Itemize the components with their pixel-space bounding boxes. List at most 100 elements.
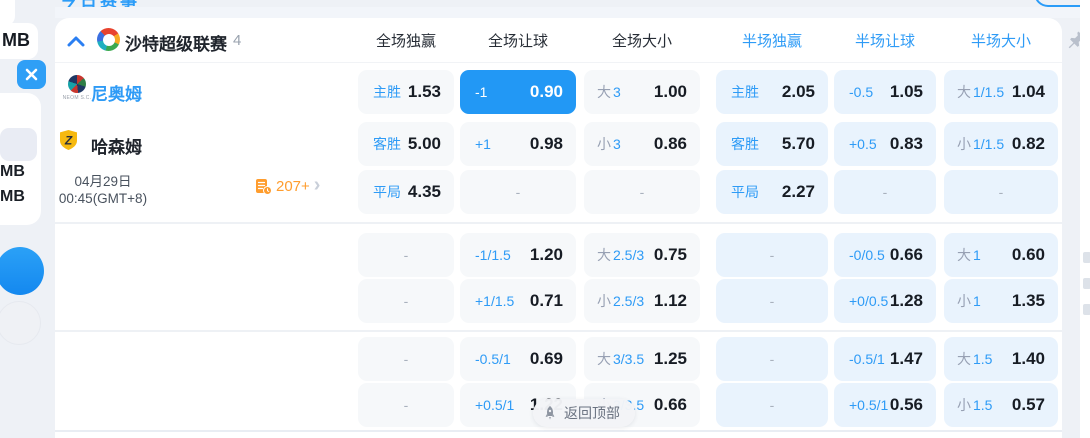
odds-value: 0.60 [1011, 245, 1045, 264]
odds-label-gray: 小 [957, 136, 971, 152]
odds-cell-r5-c1[interactable]: -0.5/1 0.69 [460, 337, 576, 381]
odds-cell-r0-c2[interactable]: 大 3 1.00 [584, 70, 700, 114]
odds-value: 1.47 [889, 349, 923, 368]
clipped-edge-icon [1083, 252, 1090, 263]
clipped-side-tab [0, 0, 15, 26]
odds-cell-r0-c5[interactable]: 大 1/1.5 1.04 [944, 70, 1058, 114]
odds-cell-r1-c1[interactable]: +1 0.98 [460, 122, 576, 166]
collapse-league-button[interactable] [63, 28, 89, 54]
header-divider [55, 62, 1062, 63]
column-header-fulltime-overunder: 全场大小 [611, 33, 672, 50]
bet-slip-icon [256, 179, 272, 195]
scrollbar-track[interactable] [1080, 0, 1090, 438]
odds-label: -1 [475, 84, 488, 100]
odds-label: -0.5 [849, 84, 874, 100]
close-button[interactable] [17, 60, 46, 89]
odds-cell-r1-c0[interactable]: 客胜 5.00 [358, 122, 454, 166]
odds-empty-dash: - [882, 184, 888, 200]
odds-label: +0.5/1 [475, 397, 515, 413]
odds-value: 1.28 [889, 291, 923, 310]
odds-empty-dash: - [403, 397, 409, 413]
odds-label: -0.5/1 [849, 351, 885, 367]
odds-cell-r3-c1[interactable]: -1/1.5 1.20 [460, 233, 576, 277]
odds-cell-r6-c5[interactable]: 小 1.5 0.57 [944, 383, 1058, 427]
floating-action-button[interactable] [0, 247, 44, 295]
odds-empty-dash: - [403, 247, 409, 263]
home-team-name[interactable]: 尼奥姆 [91, 85, 142, 104]
odds-cell-r0-c1-selected[interactable]: -1 0.90 [460, 70, 576, 114]
odds-label: 1.5 [973, 397, 993, 413]
odds-cell-r2-c0[interactable]: 平局 4.35 [358, 170, 454, 214]
odds-cell-r5-c2[interactable]: 大 3/3.5 1.25 [584, 337, 700, 381]
column-header-halftime-overunder: 半场大小 [970, 33, 1031, 50]
league-title: 沙特超级联赛 [125, 35, 227, 54]
odds-empty-dash: - [403, 293, 409, 309]
away-team-crest-icon: Z [60, 130, 77, 150]
odds-label: 3 [613, 136, 621, 152]
odds-cell-r3-c5[interactable]: 大 1 0.60 [944, 233, 1058, 277]
group-divider [55, 222, 1062, 224]
clipped-edge-icon [1083, 304, 1090, 315]
odds-label-gray: 大 [597, 84, 611, 100]
odds-value: 0.86 [653, 134, 687, 153]
league-match-count: 4 [233, 32, 242, 49]
odds-label-gray: 大 [597, 351, 611, 367]
more-markets-link[interactable]: 207+ › [255, 174, 321, 196]
clipped-thumbnail [0, 128, 37, 161]
league-logo-icon [97, 28, 120, 51]
odds-cell-r0-c0[interactable]: 主胜 1.53 [358, 70, 454, 114]
league-odds-card: 沙特超级联赛 4 全场独赢 全场让球 全场大小 半场独赢 半场让球 半场大小 N… [55, 18, 1086, 438]
odds-cell-r6-c4[interactable]: +0.5/1 0.56 [834, 383, 936, 427]
odds-label: 主胜 [373, 84, 401, 100]
odds-label: 2.5/3 [613, 247, 645, 263]
odds-label-gray: 小 [957, 397, 971, 413]
odds-value: 0.66 [889, 245, 923, 264]
odds-label: 3 [613, 84, 621, 100]
mb-row-label: MB [0, 188, 25, 205]
odds-cell-r2-c3[interactable]: 平局 2.27 [716, 170, 828, 214]
odds-cell-r5-c4[interactable]: -0.5/1 1.47 [834, 337, 936, 381]
odds-cell-r4-c5[interactable]: 小 1 1.35 [944, 279, 1058, 323]
odds-cell-r3-c3-empty: - [716, 233, 828, 277]
odds-cell-r3-c2[interactable]: 大 2.5/3 0.75 [584, 233, 700, 277]
odds-value: 0.57 [1011, 395, 1045, 414]
away-team-name[interactable]: 哈森姆 [91, 138, 142, 157]
chevron-up-icon [67, 36, 85, 47]
odds-label-gray: 小 [597, 293, 611, 309]
odds-label: 1/1.5 [973, 136, 1005, 152]
floating-secondary-button[interactable] [0, 301, 41, 345]
odds-cell-r1-c2[interactable]: 小 3 0.86 [584, 122, 700, 166]
column-header-fulltime-handicap: 全场让球 [487, 33, 548, 50]
odds-cell-r0-c3[interactable]: 主胜 2.05 [716, 70, 828, 114]
close-icon [25, 68, 38, 81]
chevron-right-icon: › [313, 174, 321, 196]
odds-cell-r4-c2[interactable]: 小 2.5/3 1.12 [584, 279, 700, 323]
odds-cell-r0-c4[interactable]: -0.5 1.05 [834, 70, 936, 114]
odds-label-gray: 小 [597, 136, 611, 152]
home-team-logo: NEOM S.C. [58, 75, 96, 101]
odds-empty-dash: - [998, 184, 1004, 200]
home-team-crest-caption: NEOM S.C. [62, 95, 92, 101]
away-team-logo: Z [60, 130, 77, 156]
odds-value: 5.70 [781, 134, 815, 153]
odds-label: +0/0.5 [849, 293, 889, 309]
odds-empty-dash: - [403, 351, 409, 367]
rocket-icon [545, 406, 555, 420]
odds-cell-r4-c1[interactable]: +1/1.5 0.71 [460, 279, 576, 323]
odds-cell-r5-c5[interactable]: 大 1.5 1.40 [944, 337, 1058, 381]
odds-cell-r3-c4[interactable]: -0/0.5 0.66 [834, 233, 936, 277]
odds-cell-r4-c4[interactable]: +0/0.5 1.28 [834, 279, 936, 323]
odds-value: 0.83 [889, 134, 923, 153]
odds-cell-r2-c2-empty: - [584, 170, 700, 214]
column-header-halftime-handicap: 半场让球 [854, 33, 915, 50]
more-markets-count: 207+ [276, 178, 310, 195]
odds-cell-r2-c4-empty: - [834, 170, 936, 214]
odds-value: 0.69 [529, 349, 563, 368]
mb-label: MB [2, 30, 30, 50]
odds-cell-r1-c3[interactable]: 客胜 5.70 [716, 122, 828, 166]
odds-cell-r1-c4[interactable]: +0.5 0.83 [834, 122, 936, 166]
odds-cell-r4-c3-empty: - [716, 279, 828, 323]
back-to-top-button[interactable]: 返回顶部 [533, 399, 635, 427]
odds-cell-r1-c5[interactable]: 小 1/1.5 0.82 [944, 122, 1058, 166]
